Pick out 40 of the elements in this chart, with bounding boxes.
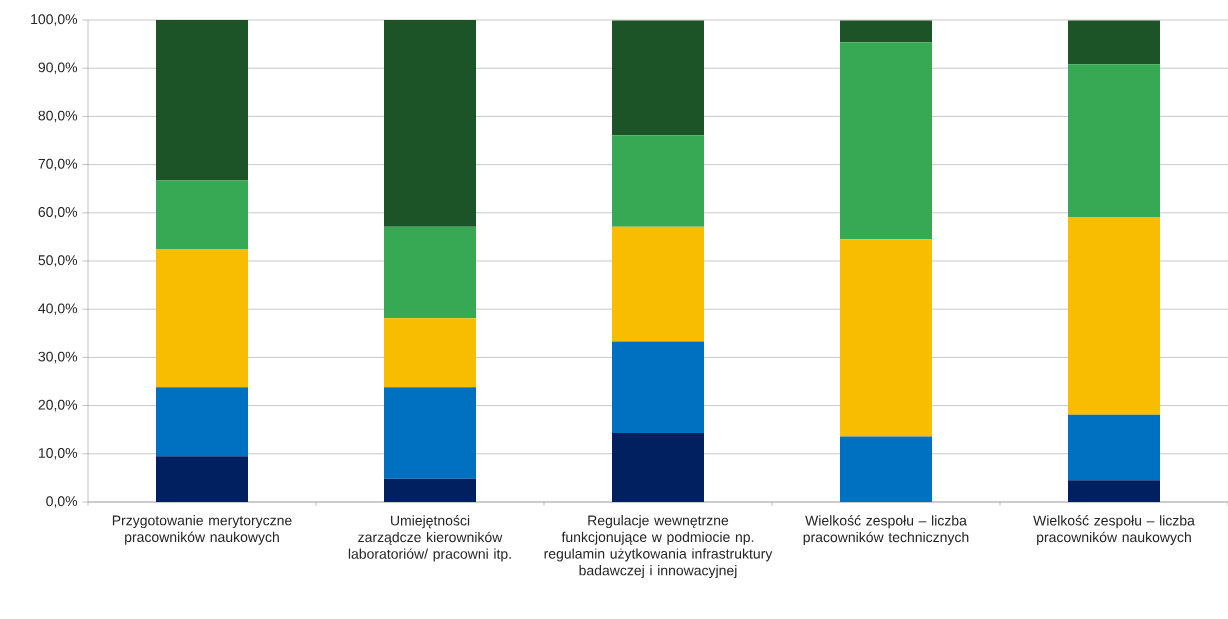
x-tick-label: Regulacje wewnętrzne funkcjonujące w podmiocie np. regulamin użytkowania infrastruktury badawczej i innowacyjnej xyxy=(544,515,773,579)
y-tick-label: 80,0% xyxy=(38,110,78,123)
bar xyxy=(156,456,249,502)
bar xyxy=(1068,414,1161,481)
bar xyxy=(156,387,249,457)
bar xyxy=(384,478,476,502)
bar xyxy=(1068,64,1161,218)
x-tick-label: Umiejętności zarządcze kierowników laboratoriów/ pracowni itp. xyxy=(348,515,511,562)
y-tick-label: 70,0% xyxy=(38,158,78,171)
y-tick-label: 100,0% xyxy=(31,14,78,26)
x-tick-label: Wielkość zespołu – liczba pracowników technicznych xyxy=(803,515,969,545)
bar xyxy=(1068,480,1161,502)
y-tick-label: 30,0% xyxy=(38,351,78,364)
bar xyxy=(1068,20,1161,65)
y-tick-label: 90,0% xyxy=(38,62,78,74)
bar xyxy=(384,387,476,479)
x-tick-label: Przygotowanie merytoryczne pracowników naukowych xyxy=(112,515,292,545)
bar xyxy=(840,436,932,502)
bar xyxy=(156,20,249,181)
bar xyxy=(612,226,704,342)
bar xyxy=(612,135,704,227)
y-tick-label: 40,0% xyxy=(38,303,78,315)
bar xyxy=(612,433,704,502)
bar xyxy=(840,42,932,240)
y-tick-label: 0,0% xyxy=(46,496,78,508)
bar xyxy=(384,318,476,388)
y-tick-label: 50,0% xyxy=(38,255,78,267)
bar xyxy=(156,249,249,388)
bar xyxy=(840,239,932,437)
x-tick-label: Wielkość zespołu – liczba pracowników naukowych xyxy=(1033,515,1195,545)
bar xyxy=(612,20,704,136)
bar xyxy=(1068,217,1161,415)
y-tick-label: 20,0% xyxy=(38,399,78,412)
bar xyxy=(156,180,249,250)
bar xyxy=(840,20,932,43)
y-tick-label: 60,0% xyxy=(38,207,78,219)
bar xyxy=(384,20,476,227)
bar xyxy=(612,341,704,434)
bar xyxy=(384,226,476,319)
y-tick-label: 10,0% xyxy=(38,448,78,460)
